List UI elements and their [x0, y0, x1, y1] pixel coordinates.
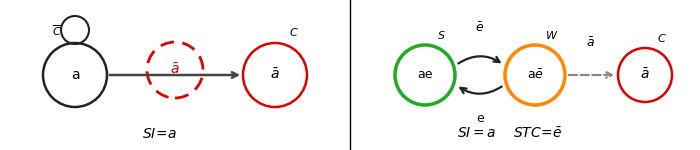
Text: ae: ae — [417, 69, 433, 81]
Text: S: S — [438, 31, 444, 41]
Text: C: C — [289, 28, 297, 38]
Text: $SI = a$    $STC\!=\!\bar{e}$: $SI = a$ $STC\!=\!\bar{e}$ — [457, 127, 563, 141]
Text: $\bar{a}$: $\bar{a}$ — [586, 36, 594, 50]
Text: a$\bar{e}$: a$\bar{e}$ — [526, 68, 543, 82]
Text: e: e — [476, 112, 484, 126]
Text: $SI\!=\! a$: $SI\!=\! a$ — [143, 127, 178, 141]
Text: $\bar{a}$: $\bar{a}$ — [270, 68, 280, 82]
Text: a: a — [71, 68, 79, 82]
Text: $\bar{e}$: $\bar{e}$ — [475, 21, 484, 35]
Text: $\bar{a}$: $\bar{a}$ — [640, 68, 650, 82]
Text: $\bar{a}$: $\bar{a}$ — [170, 63, 180, 77]
Text: W: W — [545, 31, 557, 41]
Text: C: C — [657, 34, 665, 44]
Text: $\overline{C}$: $\overline{C}$ — [52, 23, 62, 38]
